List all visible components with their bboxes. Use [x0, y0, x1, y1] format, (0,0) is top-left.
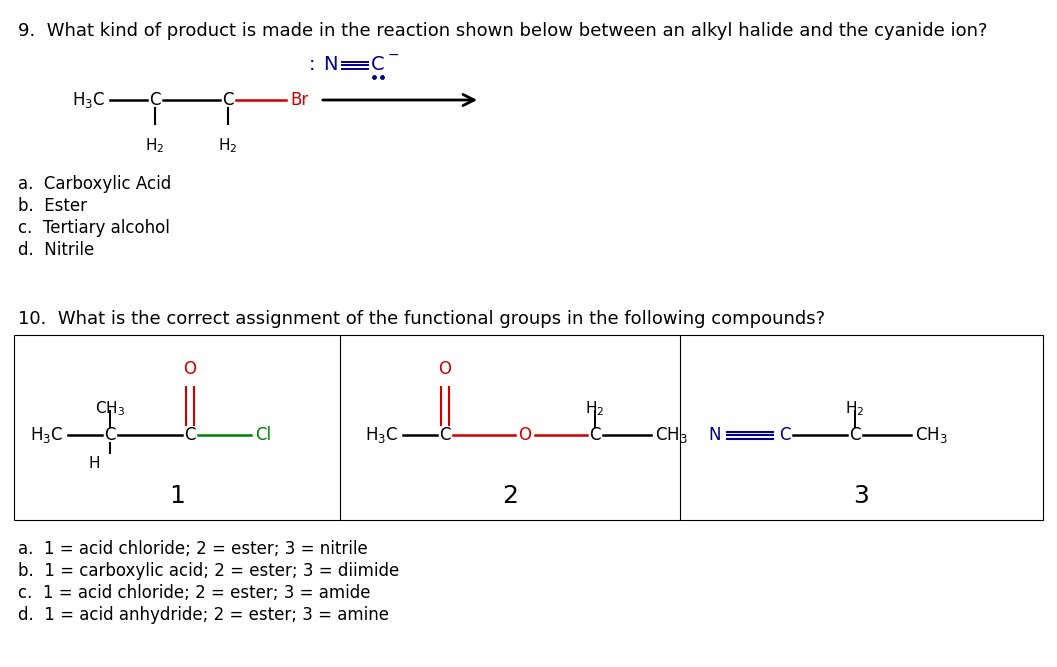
Text: b.  1 = carboxylic acid; 2 = ester; 3 = diimide: b. 1 = carboxylic acid; 2 = ester; 3 = d…: [18, 562, 400, 580]
Text: H$_2$: H$_2$: [146, 136, 165, 155]
Text: C: C: [105, 426, 116, 444]
Text: C: C: [222, 91, 234, 109]
Text: C: C: [184, 426, 196, 444]
Text: c.  1 = acid chloride; 2 = ester; 3 = amide: c. 1 = acid chloride; 2 = ester; 3 = ami…: [18, 584, 371, 602]
Text: 9.  What kind of product is made in the reaction shown below between an alkyl ha: 9. What kind of product is made in the r…: [18, 22, 987, 40]
Text: O: O: [184, 360, 197, 378]
Text: O: O: [519, 426, 532, 444]
Text: a.  1 = acid chloride; 2 = ester; 3 = nitrile: a. 1 = acid chloride; 2 = ester; 3 = nit…: [18, 540, 368, 558]
Text: −: −: [388, 48, 400, 62]
Text: CH$_3$: CH$_3$: [915, 425, 948, 445]
Text: 1: 1: [169, 484, 185, 508]
Text: C: C: [589, 426, 600, 444]
Text: H$_2$: H$_2$: [846, 399, 865, 418]
Bar: [14, 335, 1043, 520]
Text: a.  Carboxylic Acid: a. Carboxylic Acid: [18, 175, 171, 193]
Text: :: :: [309, 55, 315, 75]
Text: 10.  What is the correct assignment of the functional groups in the following co: 10. What is the correct assignment of th…: [18, 310, 826, 328]
Text: H$_2$: H$_2$: [586, 399, 605, 418]
Text: C: C: [371, 55, 385, 75]
Text: H: H: [88, 456, 99, 470]
Text: CH$_3$: CH$_3$: [655, 425, 688, 445]
Text: H$_3$C: H$_3$C: [365, 425, 398, 445]
Text: b.  Ester: b. Ester: [18, 197, 87, 215]
Text: H$_3$C: H$_3$C: [30, 425, 63, 445]
Text: 3: 3: [854, 484, 870, 508]
Text: d.  Nitrile: d. Nitrile: [18, 241, 94, 259]
Text: Cl: Cl: [255, 426, 272, 444]
Text: C: C: [849, 426, 860, 444]
Text: H$_3$C: H$_3$C: [72, 90, 106, 110]
Text: CH$_3$: CH$_3$: [95, 399, 125, 418]
Text: N: N: [322, 55, 337, 75]
Text: C: C: [779, 426, 791, 444]
Text: H$_2$: H$_2$: [219, 136, 238, 155]
Text: N: N: [709, 426, 721, 444]
Text: O: O: [439, 360, 451, 378]
Text: C: C: [440, 426, 450, 444]
Text: c.  Tertiary alcohol: c. Tertiary alcohol: [18, 219, 170, 237]
Text: d.  1 = acid anhydride; 2 = ester; 3 = amine: d. 1 = acid anhydride; 2 = ester; 3 = am…: [18, 606, 389, 624]
Text: 2: 2: [502, 484, 518, 508]
Text: C: C: [149, 91, 161, 109]
Text: Br: Br: [290, 91, 309, 109]
